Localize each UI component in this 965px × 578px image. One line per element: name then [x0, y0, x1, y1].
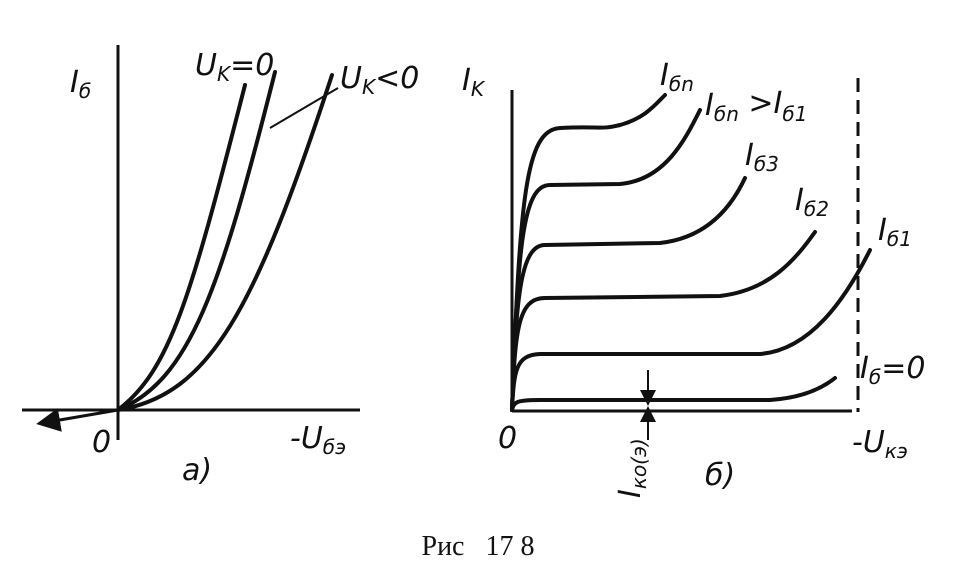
label-sub: б [869, 365, 881, 389]
axis-label: -Uкэ [852, 425, 908, 463]
panel-label: б) [705, 458, 735, 493]
label-rest: <0 [375, 61, 419, 96]
label-sub: б2 [804, 197, 829, 221]
curve [510, 376, 837, 412]
axis-label: IK [462, 63, 486, 101]
curve-label: Iб1 [878, 213, 912, 251]
panel-label: a) [182, 453, 212, 488]
label-main: I [860, 351, 869, 386]
leakage-label: Iко(э) [613, 438, 651, 498]
curve-label: UK=0 [195, 48, 274, 86]
curve-label: Iбn [660, 58, 694, 96]
curve [510, 230, 817, 412]
label-main: -U [290, 421, 323, 456]
curve-label: UK<0 [340, 61, 419, 99]
curve [510, 108, 702, 412]
label-main: U [340, 61, 362, 96]
origin-label: 0 [92, 425, 111, 460]
label-main: I [745, 138, 754, 173]
label-sub: б1 [782, 102, 807, 126]
label-rest: =0 [881, 351, 925, 386]
label-main: U [195, 48, 217, 83]
curve [116, 73, 334, 412]
panel-b: IK Iбn Iбn >Iб1 Iб3 Iб2 Iб1 Iб=0 0 Iко(э… [462, 58, 925, 498]
curve-label: Iбn >Iб1 [705, 86, 807, 126]
curve [116, 83, 247, 412]
curve [510, 93, 667, 412]
label-sub: бn [714, 102, 739, 126]
axis-label: Iб [70, 65, 91, 103]
label-main: I [878, 213, 887, 248]
label-main: I [462, 63, 471, 98]
label-sub: б3 [754, 152, 779, 176]
curve-label: Iб2 [795, 183, 829, 221]
origin-label: 0 [498, 421, 517, 456]
curve-label: Iб3 [745, 138, 779, 176]
label-rest: =0 [230, 48, 274, 83]
label-sub: кэ [885, 439, 908, 463]
label-main: I [660, 58, 669, 93]
axis-label: -Uбэ [290, 421, 346, 459]
curve [116, 70, 277, 412]
curve [510, 176, 747, 412]
label-rest: >I [739, 86, 783, 121]
label-main: I [795, 183, 804, 218]
label-main: I [705, 88, 714, 123]
label-sub: K [217, 62, 232, 86]
label-sub: б [79, 79, 91, 103]
label-sub: бn [669, 72, 694, 96]
curve [510, 248, 872, 412]
reverse-tail [36, 408, 120, 432]
label-sub: ко(э) [627, 438, 651, 489]
caption: Рис 17 8 [422, 531, 535, 562]
leader-line [269, 87, 339, 129]
label-main: -U [852, 425, 885, 460]
label-sub: бэ [323, 435, 346, 459]
label-sub: K [471, 77, 486, 101]
label-sub: б1 [887, 227, 912, 251]
label-main: I [613, 489, 648, 498]
curve-label: Iб=0 [860, 351, 925, 389]
panel-a: Iб UK=0 UK<0 0 -Uбэ a) [22, 45, 419, 488]
label-sub: K [362, 75, 377, 99]
label-main: I [70, 65, 79, 100]
